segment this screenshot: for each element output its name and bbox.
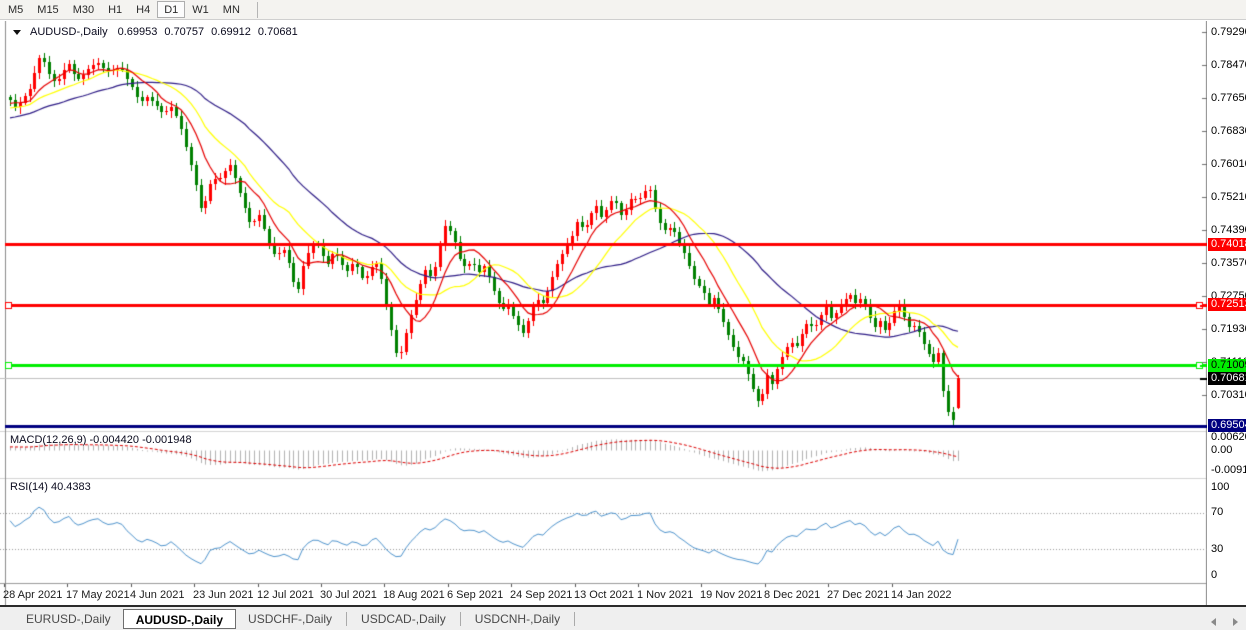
tab-scroll-right-icon[interactable] xyxy=(1233,618,1238,626)
timeframe-button-d1[interactable]: D1 xyxy=(157,1,186,18)
timeframe-buttons: M5 M15 M30 H1 H4 D1 W1 MN xyxy=(1,1,247,18)
date-axis: 28 Apr 2021 17 May 2021 4 Jun 2021 23 Jun 2… xyxy=(0,585,1207,604)
chart-title: AUDUSD-,Daily 0.69953 0.70757 0.69912 0.… xyxy=(13,26,298,38)
price-chart-canvas[interactable] xyxy=(0,21,1207,605)
price-line-label: 0.72513 xyxy=(1208,298,1246,311)
date-label: 27 Dec 2021 xyxy=(827,589,890,601)
date-label: 14 Jan 2022 xyxy=(891,589,952,601)
date-label: 1 Nov 2021 xyxy=(637,589,694,601)
chart-tab-usdcad[interactable]: USDCAD-,Daily xyxy=(361,611,446,626)
timeframe-button-h4[interactable]: H4 xyxy=(136,4,151,16)
tab-scroll-arrows xyxy=(1211,618,1238,626)
macd-label: MACD(12,26,9) -0.004420 -0.001948 xyxy=(10,434,192,446)
toolbar-separator xyxy=(256,1,258,18)
chart-tab-eurusd[interactable]: EURUSD-,Daily xyxy=(26,611,111,626)
price-line-label: 0.74018 xyxy=(1208,238,1246,251)
ohlc-open: 0.69953 xyxy=(117,26,158,38)
timeframe-button-m30[interactable]: M30 xyxy=(72,4,95,16)
rsi-axis-label: 100 xyxy=(1211,481,1230,493)
price-line-label: 0.69504 xyxy=(1208,419,1246,432)
ohlc-low: 0.69912 xyxy=(211,26,251,38)
date-label: 17 May 2021 xyxy=(66,589,130,601)
rsi-axis-label: 0 xyxy=(1211,569,1218,581)
price-line-label: 0.71009 xyxy=(1208,359,1246,372)
macd-axis-label: -0.009197 xyxy=(1211,464,1246,476)
timeframe-toolbar: M5 M15 M30 H1 H4 D1 W1 MN xyxy=(0,0,1246,20)
date-label: 23 Jun 2021 xyxy=(193,589,254,601)
date-label: 12 Jul 2021 xyxy=(257,589,314,601)
date-label: 6 Sep 2021 xyxy=(447,589,504,601)
tab-separator xyxy=(459,611,461,626)
macd-axis-label: 0.00 xyxy=(1211,444,1233,456)
date-label: 13 Oct 2021 xyxy=(574,589,634,601)
rsi-axis-label: 30 xyxy=(1211,543,1224,555)
rsi-label: RSI(14) 40.4383 xyxy=(10,481,91,493)
ohlc-close: 0.70681 xyxy=(257,26,298,38)
ohlc-high: 0.70757 xyxy=(164,26,205,38)
chart-tab-usdchf[interactable]: USDCHF-,Daily xyxy=(248,611,333,626)
chart-tabs: EURUSD-,Daily AUDUSD-,Daily USDCHF-,Daily U… xyxy=(14,608,577,629)
macd-axis-label: 0.006201 xyxy=(1211,431,1246,443)
timeframe-button-mn[interactable]: MN xyxy=(222,4,240,16)
date-label: 18 Aug 2021 xyxy=(383,589,445,601)
chart-tabbar: EURUSD-,Daily AUDUSD-,Daily USDCHF-,Daily U… xyxy=(0,605,1246,630)
timeframe-button-w1[interactable]: W1 xyxy=(192,4,209,16)
tab-separator xyxy=(346,611,348,626)
price-line-label: 0.70681 xyxy=(1208,372,1246,385)
date-label: 19 Nov 2021 xyxy=(700,589,763,601)
timeframe-button-m15[interactable]: M15 xyxy=(37,4,59,16)
chart-tab-audusd[interactable]: AUDUSD-,Daily xyxy=(122,608,237,629)
symbol-dropdown-icon[interactable] xyxy=(13,29,21,35)
date-label: 24 Sep 2021 xyxy=(510,589,573,601)
tab-scroll-left-icon[interactable] xyxy=(1211,618,1216,626)
chart-window: AUDUSD-,Daily 0.69953 0.70757 0.69912 0.… xyxy=(0,21,1246,605)
date-label: 8 Dec 2021 xyxy=(764,589,821,601)
rsi-axis-label: 70 xyxy=(1211,506,1224,518)
date-label: 30 Jul 2021 xyxy=(320,589,377,601)
timeframe-button-h1[interactable]: H1 xyxy=(108,4,123,16)
date-label: 4 Jun 2021 xyxy=(130,589,185,601)
tab-separator xyxy=(574,611,576,626)
date-label: 28 Apr 2021 xyxy=(3,589,63,601)
chart-symbol: AUDUSD-,Daily xyxy=(30,26,108,38)
chart-tab-usdcnh[interactable]: USDCNH-,Daily xyxy=(474,611,561,626)
timeframe-button-m5[interactable]: M5 xyxy=(8,4,24,16)
